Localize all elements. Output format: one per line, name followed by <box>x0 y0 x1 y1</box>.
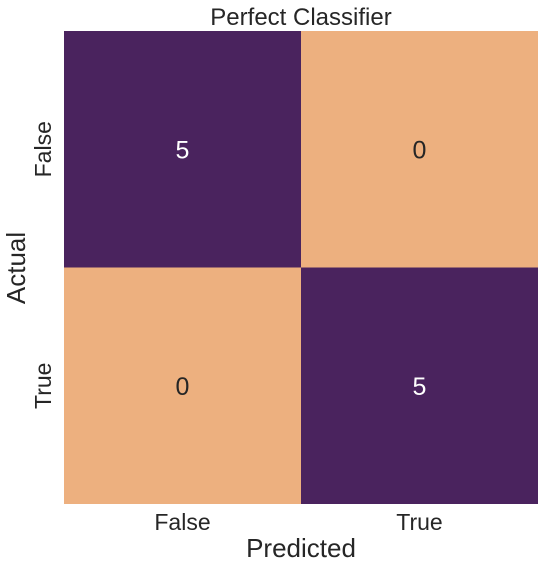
heatmap-cell <box>301 267 538 504</box>
chart-title: Perfect Classifier <box>210 4 391 31</box>
y-axis-ticks: False True <box>30 121 56 409</box>
heatmap-cell <box>64 31 301 268</box>
heatmap-cell-labels: 5 0 0 5 <box>176 136 427 401</box>
heatmap-cell <box>301 31 538 268</box>
heatmap-cell-label: 0 <box>413 136 427 164</box>
x-tick-label: True <box>396 509 442 535</box>
heatmap-cell-label: 0 <box>176 373 190 401</box>
heatmap-cells <box>64 31 538 504</box>
x-tick-label: False <box>154 509 210 535</box>
heatmap-cell-label: 5 <box>413 373 427 401</box>
x-axis-ticks: False True <box>154 509 442 535</box>
heatmap-cell <box>64 267 301 504</box>
x-axis-label: Predicted <box>246 533 356 563</box>
y-tick-label: True <box>30 363 56 409</box>
y-axis-label: Actual <box>1 232 31 304</box>
heatmap-cell-label: 5 <box>176 136 190 164</box>
y-tick-label: False <box>30 121 56 177</box>
